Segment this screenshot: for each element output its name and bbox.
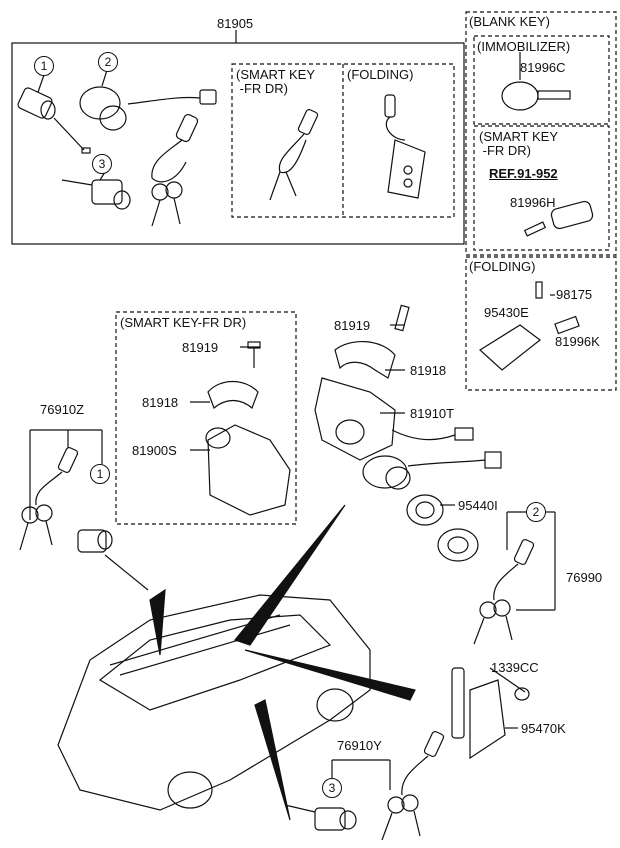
center-bolt-label: 81919 [182,340,219,355]
assembly-label: 81905 [217,16,254,31]
folding-part-label-a: 98175 [556,287,593,302]
reference-label: REF.91-952 [489,166,558,181]
door-key-set-label: 76910Z [40,402,85,417]
coil-ring-icon [406,494,444,526]
callout-number: 3 [322,778,342,798]
right-lock-label: 81910T [410,406,455,421]
door-lock-cylinder-icon [17,87,91,154]
folding-key-icon [384,94,426,199]
callout-number: 1 [90,464,110,484]
inner-smart-key-title: (SMART KEY -FR DR) [236,67,315,96]
folding-part-label-b: 95430E [484,305,529,320]
center-lock-label: 81900S [132,443,177,458]
immobilizer-blank-key-icon [501,81,571,111]
right-bracket-label: 81918 [410,363,447,378]
folding-blank-key-icon [479,281,580,371]
leader-wedge [254,699,291,821]
callout-number: 1 [34,56,54,76]
key-fob-icon [151,113,199,227]
folding-part-label-c: 81996K [555,334,600,349]
leader-wedge [244,649,416,701]
tailgate-cylinder-icon [284,804,357,831]
tailgate-key-fob-icon [381,730,445,841]
door-key-fob-icon [19,446,79,551]
ignition-switch-icon [79,86,217,131]
trunk-lock-cylinder-icon [61,179,131,210]
antenna-label: 95470K [521,721,566,736]
center-bracket-label: 81918 [142,395,179,410]
bracket-icon [207,380,259,410]
immob-module-label: 95440I [458,498,498,513]
smart-key-icon [269,108,319,201]
immobilizer-title: (IMMOBILIZER) [477,39,571,54]
inner-folding-title: (FOLDING) [347,67,414,82]
callout-number: 2 [526,502,546,522]
nut-label: 1339CC [491,660,539,675]
immobilizer-key-label: 81996C [520,60,566,75]
folding-panel-title: (FOLDING) [469,259,536,274]
smart-key-panel-title: (SMART KEY -FR DR) [479,129,558,158]
antenna-icon [451,667,530,760]
upper-bolt-icon [394,304,410,332]
door-cylinder-icon [77,529,149,591]
leader-wedge [149,588,166,656]
smart-blank-label: 81996H [510,195,556,210]
shear-bolt-icon [247,341,261,368]
callout-number: 2 [98,52,118,72]
right-bolt-label: 81919 [334,318,371,333]
leader-wedge [233,504,346,646]
smart-key-inner-box [231,63,455,218]
rear-key-fob-icon [473,538,535,645]
vehicle-outline-icon [57,594,371,811]
assembly-box [11,42,465,245]
rear-key-set-label: 76990 [566,570,603,585]
tailgate-set-label: 76910Y [337,738,382,753]
callout-number: 3 [92,154,112,174]
folding-key-panel [465,256,617,391]
ignition-cylinder-icon [362,451,502,490]
ring-icon [437,528,479,562]
blank-key-title: (BLANK KEY) [469,14,550,29]
center-box-title: (SMART KEY-FR DR) [120,315,247,330]
upper-bracket-icon [334,340,396,379]
smart-blank-key-icon [523,200,594,237]
lock-housing-icon [314,377,474,461]
steering-lock-body-icon [205,424,291,516]
